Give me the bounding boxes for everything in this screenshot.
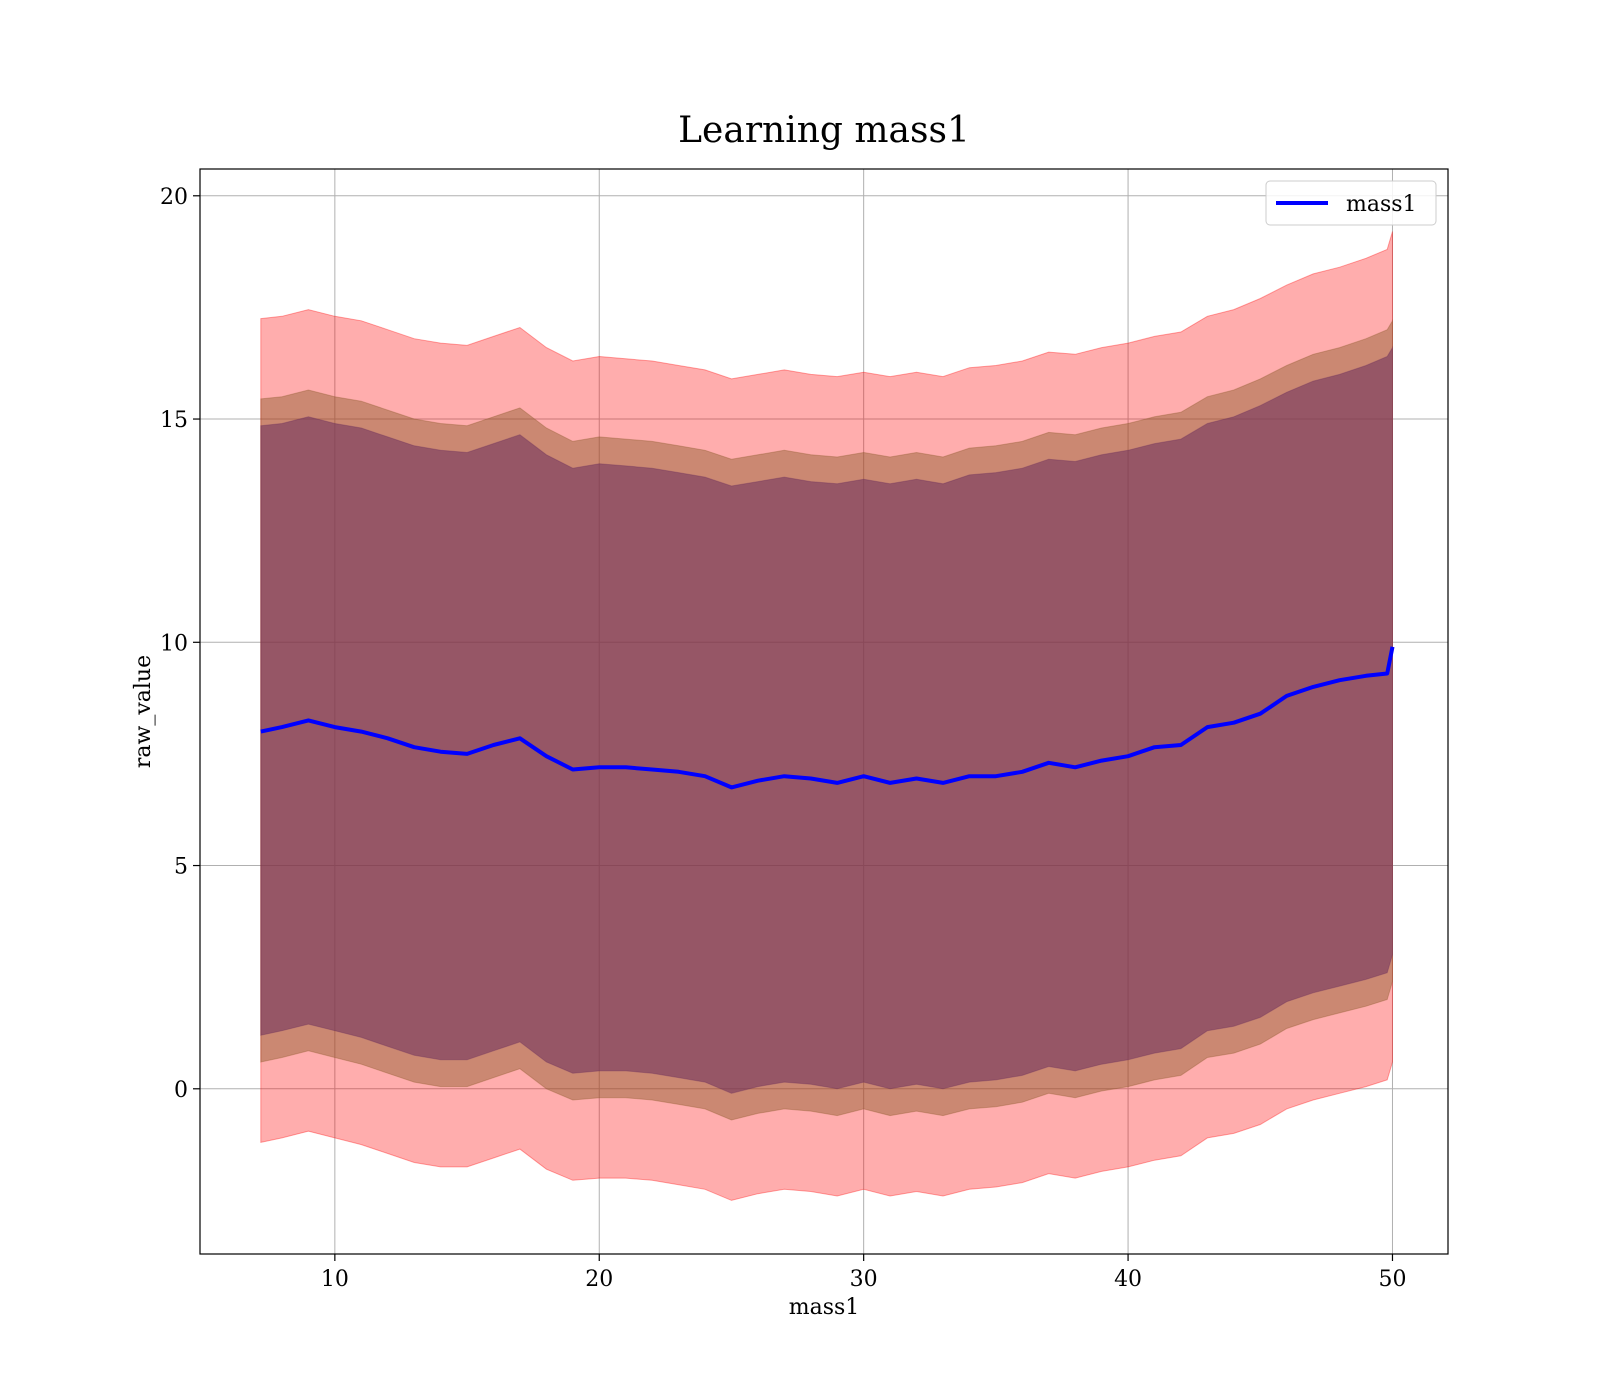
axes-frame	[199, 168, 1449, 1255]
x-tick-label: 20	[585, 1267, 613, 1292]
legend: mass1	[1265, 180, 1437, 226]
legend-label: mass1	[1346, 192, 1417, 217]
x-tick-label: 10	[321, 1267, 349, 1292]
y-tick-label: 20	[160, 185, 188, 210]
plot-area: 10 20 30 40 50 0 5 10 15 20 mass1	[160, 168, 1449, 1292]
x-axis-label: mass1	[789, 1295, 860, 1320]
y-tick-label: 10	[160, 631, 188, 656]
band-inner	[260, 345, 1393, 1094]
x-tick-label: 50	[1378, 1267, 1406, 1292]
y-tick-label: 0	[174, 1078, 188, 1103]
x-tick-label: 40	[1114, 1267, 1142, 1292]
legend-box	[1265, 180, 1437, 226]
y-axis-label: raw_value	[131, 655, 156, 768]
y-tick-label: 15	[160, 408, 188, 433]
y-tick-label: 5	[174, 855, 188, 880]
chart-title: Learning mass1	[678, 110, 970, 151]
series-line-mass1	[260, 646, 1395, 790]
x-tick-label: 30	[850, 1267, 878, 1292]
